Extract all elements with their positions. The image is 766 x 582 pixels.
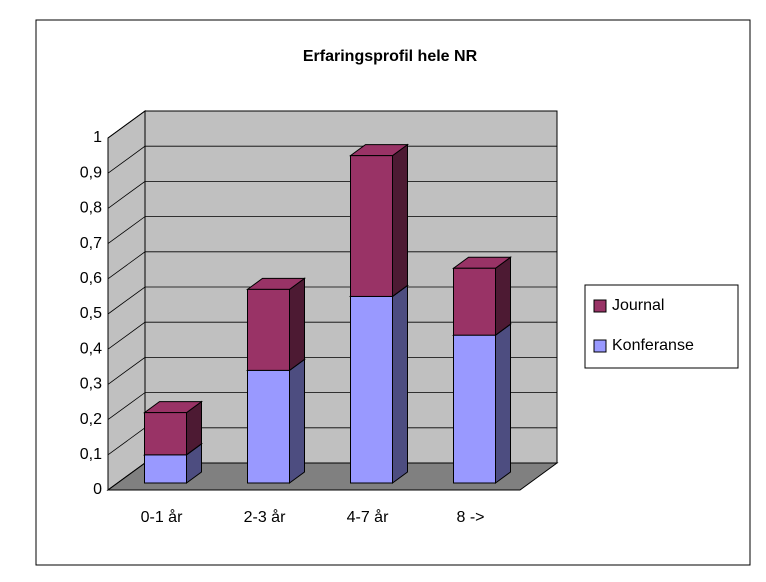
grid-line (107, 286, 557, 315)
bar (453, 334, 496, 484)
grid-line (107, 251, 557, 280)
y-tick-label: 1 (93, 129, 102, 146)
y-tick-label: 0,6 (80, 270, 102, 287)
x-tick-label: 0-1 år (141, 508, 183, 526)
legend-label: Konferanse (612, 337, 694, 354)
bar (144, 454, 187, 484)
x-tick-label: 8 -> (456, 509, 484, 526)
bar (350, 155, 393, 297)
bar-side (392, 143, 408, 298)
grid-line (107, 321, 557, 350)
grid-line (107, 145, 557, 174)
chart-title: Erfaringsprofil hele NR (303, 48, 478, 65)
x-tick-label: 4-7 år (347, 508, 389, 526)
bar-side (289, 277, 305, 372)
y-tick-label: 0,8 (80, 200, 102, 217)
y-tick-label: 0,4 (80, 340, 102, 357)
legend (584, 284, 739, 369)
bar (453, 267, 496, 336)
y-tick-label: 0 (93, 481, 102, 498)
y-tick-label: 0,2 (80, 411, 102, 428)
legend-label: Journal (612, 297, 664, 314)
bar (247, 369, 290, 484)
y-tick-label: 0,5 (80, 305, 102, 322)
legend-swatch (593, 299, 607, 313)
grid-line (107, 180, 557, 209)
y-tick-label: 0,9 (80, 164, 102, 181)
y-tick-label: 0,7 (80, 235, 102, 252)
bar (247, 288, 290, 371)
y-tick-label: 0,3 (80, 376, 102, 393)
legend-swatch (593, 339, 607, 353)
grid-line (107, 356, 557, 385)
bar-side (495, 323, 511, 484)
grid-line (107, 110, 557, 139)
x-tick-label: 2-3 år (244, 508, 286, 526)
y-tick-label: 0,1 (80, 446, 102, 463)
grid-line (107, 216, 557, 244)
bar-side (495, 256, 511, 337)
bar (144, 412, 187, 456)
bar-side (392, 284, 408, 484)
bar-side (289, 358, 305, 484)
grid-line (107, 392, 557, 420)
bar (350, 295, 393, 484)
